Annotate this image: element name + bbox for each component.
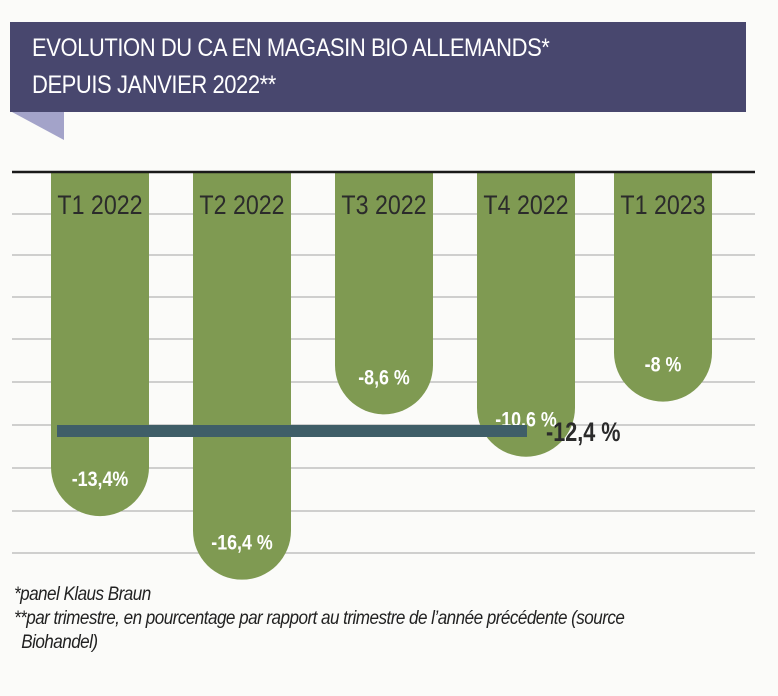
reference-line-group: -12,4 % xyxy=(57,418,621,448)
footnotes: *panel Klaus Braun **par trimestre, en p… xyxy=(14,583,774,655)
value-label: -8 % xyxy=(645,353,682,377)
bar-t3-2022 xyxy=(335,172,433,415)
bars: T1 2022 -13,4% T2 2022 -16,4 % T3 2022 -8,6 %… xyxy=(51,172,712,580)
chart-area: T1 2022 -13,4% T2 2022 -16,4 % T3 2022 -8,6 %… xyxy=(12,170,755,580)
value-label: -13,4% xyxy=(72,468,129,492)
category-label: T3 2022 xyxy=(341,190,426,220)
category-label: T1 2023 xyxy=(620,190,705,220)
value-label: -16,4 % xyxy=(211,531,272,555)
chart-title-line-2: DEPUIS JANVIER 2022** xyxy=(32,71,276,99)
category-label: T4 2022 xyxy=(483,190,568,220)
banner-fold-decoration xyxy=(12,112,64,140)
footnote-panel: *panel Klaus Braun xyxy=(14,584,151,605)
footnote-source-continued: Biohandel) xyxy=(21,632,98,653)
category-label: T1 2022 xyxy=(57,190,142,220)
footnote-source: **par trimestre, en pourcentage par rapp… xyxy=(14,608,625,629)
title-banner: EVOLUTION DU CA EN MAGASIN BIO ALLEMANDS… xyxy=(10,22,746,112)
chart-title-line-1: EVOLUTION DU CA EN MAGASIN BIO ALLEMANDS… xyxy=(32,34,550,62)
average-reference-label: -12,4 % xyxy=(546,418,621,448)
bar-t1-2022 xyxy=(51,172,149,517)
bar-t1-2023 xyxy=(614,172,712,402)
value-label: -8,6 % xyxy=(358,366,410,390)
average-reference-line xyxy=(57,425,527,437)
bar-t4-2022 xyxy=(477,172,575,457)
category-label: T2 2022 xyxy=(199,190,284,220)
bar-t2-2022 xyxy=(193,172,291,580)
